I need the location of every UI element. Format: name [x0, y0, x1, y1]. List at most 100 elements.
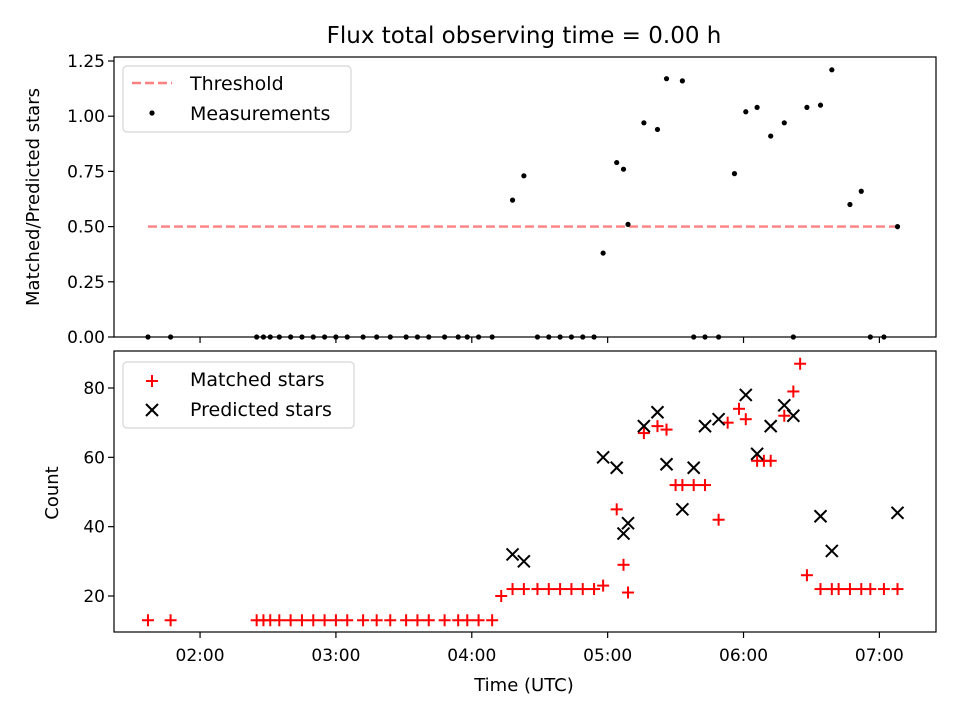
legend-measurements-marker	[149, 110, 155, 116]
measurement-point	[620, 166, 627, 172]
measurement-point	[288, 334, 294, 340]
top-marks	[145, 67, 901, 340]
measurement-point	[442, 334, 448, 340]
matched-star-point	[712, 513, 725, 526]
measurement-point	[403, 334, 409, 340]
legend-measurements-label: Measurements	[190, 103, 330, 125]
top-legend-box	[122, 65, 352, 133]
top-plot-frame	[113, 56, 937, 338]
matched-star-point	[284, 614, 297, 627]
matched-star-point	[295, 614, 308, 627]
measurement-point	[614, 159, 620, 166]
bottom-x-axis-label: Time (UTC)	[473, 675, 574, 696]
measurement-point	[145, 334, 151, 340]
measurement-point	[781, 120, 787, 126]
matched-star-point	[877, 583, 890, 596]
bottom-x-tick-label: 02:00	[176, 646, 225, 666]
measurement-point	[260, 334, 267, 340]
legend-threshold-label: Threshold	[189, 73, 284, 95]
measurement-point	[534, 334, 541, 340]
bottom-x-tick-label: 06:00	[719, 646, 768, 666]
matched-star-point	[341, 614, 354, 627]
matched-star-point	[542, 583, 555, 596]
measurement-point	[360, 334, 366, 340]
matched-star-point	[506, 583, 519, 596]
predicted-star-point	[890, 506, 905, 520]
matched-star-point	[764, 454, 777, 467]
measurement-point	[546, 334, 552, 340]
bottom-legend: Matched stars Predicted stars	[122, 361, 355, 429]
measurement-point	[426, 334, 432, 340]
matched-star-point	[273, 614, 286, 627]
measurement-point	[663, 76, 670, 82]
matched-star-point	[660, 423, 673, 436]
matched-star-point	[565, 583, 578, 596]
bottom-x-tick-label: 05:00	[583, 646, 632, 666]
top-y-ticks: 0.00 0.25 0.50 0.75 1.00 1.25	[67, 52, 114, 348]
matched-star-point	[617, 558, 630, 571]
matched-star-point	[864, 583, 877, 596]
matched-star-point	[687, 479, 700, 492]
predicted-star-point	[686, 461, 701, 475]
predicted-star-point	[637, 419, 651, 433]
matched-star-point	[370, 614, 383, 627]
bottom-y-tick-label: 80	[83, 379, 105, 399]
measurement-point	[333, 334, 339, 340]
top-y-axis-label: Matched/Predicted stars	[23, 88, 44, 306]
predicted-star-point	[517, 554, 531, 569]
bottom-y-tick-label: 40	[83, 518, 105, 538]
top-y-tick-label: 0.25	[67, 273, 105, 293]
measurement-point	[168, 334, 174, 340]
measurement-point	[716, 334, 722, 340]
matched-star-point	[554, 583, 567, 596]
measurement-point	[568, 334, 575, 340]
measurement-point	[489, 334, 495, 340]
matched-star-point	[472, 614, 485, 627]
matched-star-point	[461, 614, 474, 627]
matched-star-point	[832, 583, 845, 596]
matched-star-point	[721, 416, 734, 429]
legend-predicted-marker	[145, 403, 159, 417]
measurement-point	[464, 334, 470, 340]
matched-star-point	[357, 614, 370, 627]
matched-star-point	[588, 583, 601, 596]
measurement-point	[276, 334, 282, 340]
measurement-point	[267, 334, 273, 340]
measurement-point	[641, 120, 647, 126]
measurement-point	[691, 334, 697, 340]
predicted-star-point	[813, 509, 828, 523]
bottom-x-tick-label: 04:00	[447, 646, 496, 666]
matched-star-point	[400, 614, 413, 627]
top-y-tick-label: 0.75	[67, 162, 105, 182]
measurement-point	[580, 334, 586, 340]
matched-star-point	[384, 614, 397, 627]
bottom-y-tick-label: 60	[83, 448, 105, 468]
predicted-star-point	[505, 547, 520, 562]
matched-star-point	[891, 583, 904, 596]
bottom-x-tick-label: 03:00	[311, 646, 360, 666]
top-y-tick-label: 1.25	[67, 52, 105, 72]
legend-matched-marker	[146, 375, 158, 387]
matched-star-point	[495, 590, 508, 602]
matched-star-point	[794, 357, 807, 370]
bottom-y-axis-label: Count	[42, 466, 63, 519]
matched-star-point	[597, 579, 610, 592]
measurement-point	[509, 197, 516, 203]
measurement-point	[321, 334, 328, 340]
matched-star-point	[814, 583, 827, 596]
matched-star-point	[732, 402, 745, 415]
measurement-point	[374, 334, 380, 340]
matched-star-point	[517, 583, 530, 596]
measurement-point	[654, 126, 661, 133]
predicted-star-point	[711, 412, 726, 426]
matched-star-point	[800, 569, 813, 582]
top-y-tick-label: 0.50	[67, 218, 105, 238]
predicted-star-point	[650, 405, 665, 419]
legend-predicted-label: Predicted stars	[190, 399, 332, 421]
matched-star-point	[329, 614, 342, 627]
matched-star-point	[438, 614, 451, 627]
measurement-point	[310, 334, 316, 340]
top-y-tick-label: 0.00	[67, 328, 105, 348]
